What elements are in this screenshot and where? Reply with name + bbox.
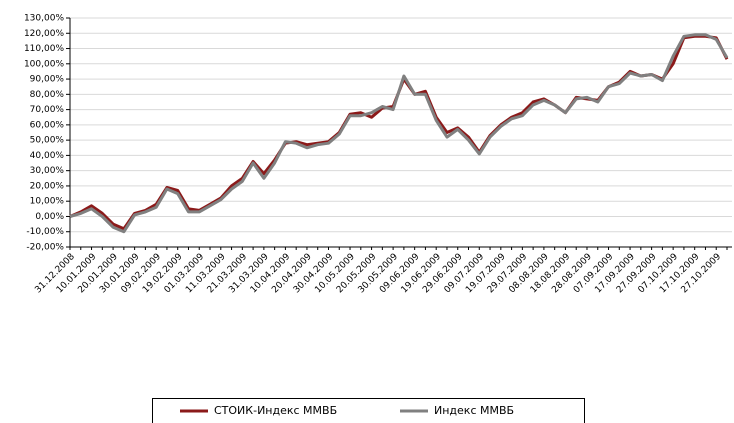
y-tick-label: 70,00%	[30, 105, 65, 115]
y-tick-label: 0,00%	[35, 212, 64, 222]
y-tick-label: 10,00%	[30, 197, 65, 207]
y-tick-label: 110,00%	[24, 44, 64, 54]
legend-label: Индекс ММВБ	[434, 404, 514, 417]
y-tick-label: -20,00%	[26, 243, 64, 253]
y-tick-label: 60,00%	[30, 120, 65, 130]
y-tick-label: 40,00%	[30, 151, 65, 161]
y-tick-label: 30,00%	[30, 166, 65, 176]
series-line	[69, 33, 729, 234]
y-tick-label: 80,00%	[30, 90, 65, 100]
series-line	[69, 34, 729, 231]
y-tick-label: 130,00%	[24, 14, 64, 24]
y-tick-label: 120,00%	[24, 29, 64, 39]
y-tick-label: 20,00%	[30, 181, 65, 191]
y-tick-label: 100,00%	[24, 59, 64, 69]
y-tick-label: 90,00%	[30, 75, 65, 85]
legend-box	[152, 398, 585, 423]
legend-label: СТОИК-Индекс ММВБ	[214, 404, 337, 417]
y-tick-label: 50,00%	[30, 136, 65, 146]
y-tick-label: -10,00%	[26, 227, 64, 237]
